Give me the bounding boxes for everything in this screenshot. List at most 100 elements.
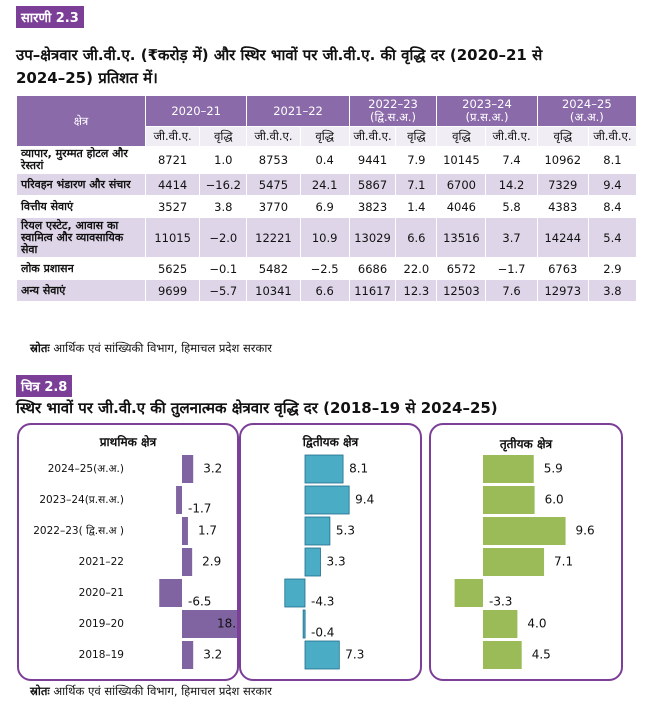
data-label: 1.7 bbox=[198, 524, 217, 538]
data-label: 8.1 bbox=[349, 462, 368, 476]
table-row: परिवहन भंडारण और संचार 4414 −16.2 5475 24.1 5… bbox=[16, 173, 638, 196]
value-cell: 7.4 bbox=[485, 146, 538, 174]
sub-header: वृद्धि bbox=[395, 126, 438, 147]
sub-header: जी.वी.ए. bbox=[587, 126, 638, 147]
sector-cell: लोक प्रशासन bbox=[16, 257, 146, 280]
table-row: व्यापार, मुरम्मत होटल और रेस्तरां 8721 1.0… bbox=[16, 146, 638, 174]
bar bbox=[304, 547, 321, 577]
bar bbox=[182, 548, 193, 576]
value-cell: 3.7 bbox=[485, 217, 538, 258]
table-source: स्रोतः आर्थिक एवं सांख्यिकी विभाग, हिमाच… bbox=[30, 341, 272, 356]
data-label: -4.3 bbox=[311, 595, 334, 609]
value-cell: 3527 bbox=[144, 195, 201, 218]
data-label: 3.3 bbox=[327, 555, 346, 569]
value-cell: 9699 bbox=[144, 279, 201, 302]
bar bbox=[304, 516, 331, 546]
data-label: -3.3 bbox=[489, 595, 512, 609]
sub-header: जी.वी.ए. bbox=[485, 126, 538, 147]
value-cell: 6763 bbox=[536, 257, 589, 280]
value-cell: 7.6 bbox=[485, 279, 538, 302]
bar bbox=[483, 455, 534, 483]
value-cell: 10.9 bbox=[299, 217, 350, 258]
sector-cell: परिवहन भंडारण और संचार bbox=[16, 173, 146, 196]
sector-header: क्षेत्र bbox=[16, 95, 146, 147]
value-cell: 7.9 bbox=[395, 146, 438, 174]
bar bbox=[483, 548, 545, 576]
value-cell: 3.8 bbox=[199, 195, 248, 218]
table-row: लोक प्रशासन 5625 −0.1 5482 −2.5 6686 22.0 6572−… bbox=[16, 257, 638, 280]
panel-title: द्वितीयक क्षेत्र bbox=[302, 435, 359, 449]
table-row: अन्य सेवाएं 9699 −5.7 10341 6.6 11617 12.3 1250… bbox=[16, 279, 638, 302]
data-label: 4.0 bbox=[527, 617, 546, 631]
value-cell: 6686 bbox=[348, 257, 397, 280]
value-cell: 5482 bbox=[246, 257, 301, 280]
value-cell: 9441 bbox=[348, 146, 397, 174]
value-cell: 24.1 bbox=[299, 173, 350, 196]
bar bbox=[483, 517, 566, 545]
value-cell: 12221 bbox=[246, 217, 301, 258]
source-text: आर्थिक एवं सांख्यिकी विभाग, हिमाचल प्रदे… bbox=[53, 684, 273, 698]
value-cell: 11015 bbox=[144, 217, 201, 258]
value-cell: 14244 bbox=[536, 217, 589, 258]
table-title-line1: उप–क्षेत्रवार जी.वी.ए. (₹करोड़ में) और स… bbox=[16, 46, 543, 64]
value-cell: 3770 bbox=[246, 195, 301, 218]
year-header: 2023–24 (प्र.स.अ.) bbox=[436, 95, 538, 127]
data-label: -6.5 bbox=[188, 595, 211, 609]
value-cell: 1.4 bbox=[395, 195, 438, 218]
value-cell: 6.6 bbox=[299, 279, 350, 302]
data-label: 5.9 bbox=[544, 462, 563, 476]
sector-cell: व्यापार, मुरम्मत होटल और रेस्तरां bbox=[16, 146, 146, 174]
data-label: 7.1 bbox=[554, 555, 573, 569]
figure-tag: चित्र 2.8 bbox=[16, 375, 73, 397]
primary-sector-panel: प्राथमिक क्षेत्र 3.2 2024–25(अ.अ.) -1.7 202… bbox=[17, 423, 246, 681]
tick-label: 2021–22 bbox=[79, 556, 124, 568]
value-cell: 6700 bbox=[436, 173, 487, 196]
gva-table: क्षेत्र 2020–21 2021–22 2022–23 (द्वि.स.… bbox=[16, 95, 638, 302]
data-label: 9.4 bbox=[355, 493, 374, 507]
value-cell: 10145 bbox=[436, 146, 487, 174]
value-cell: −0.1 bbox=[199, 257, 248, 280]
value-cell: −2.0 bbox=[199, 217, 248, 258]
bar bbox=[176, 486, 182, 514]
value-cell: 10341 bbox=[246, 279, 301, 302]
value-cell: 0.4 bbox=[299, 146, 350, 174]
table-row: रियल एस्टेट, आवास का स्वामित्व और व्यावस… bbox=[16, 217, 638, 258]
value-cell: 6.6 bbox=[395, 217, 438, 258]
sub-header: जी.वी.ए. bbox=[246, 126, 301, 147]
sub-header: जी.वी.ए. bbox=[348, 126, 397, 147]
data-label: 7.3 bbox=[345, 648, 364, 662]
value-cell: 12.3 bbox=[395, 279, 438, 302]
value-cell: 12503 bbox=[436, 279, 487, 302]
value-cell: 1.0 bbox=[199, 146, 248, 174]
bar bbox=[483, 641, 522, 669]
bar bbox=[182, 517, 188, 545]
tick-label: 2024–25(अ.अ.) bbox=[48, 463, 124, 475]
value-cell: 11617 bbox=[348, 279, 397, 302]
panel-title: प्राथमिक क्षेत्र bbox=[99, 435, 157, 449]
bar bbox=[483, 610, 518, 638]
value-cell: 8753 bbox=[246, 146, 301, 174]
table-title-line2: 2024–25) प्रतिशत में। bbox=[16, 69, 158, 87]
value-cell: 3.8 bbox=[587, 279, 638, 302]
tertiary-sector-panel: तृतीयक क्षेत्र 5.9 6.0 9.6 7.1 -3.3 4.0 4.5 bbox=[429, 423, 623, 681]
data-label: 4.5 bbox=[532, 648, 551, 662]
tick-label: 2020–21 bbox=[79, 587, 124, 599]
sub-header: वृद्धि bbox=[536, 126, 589, 147]
value-cell: 7329 bbox=[536, 173, 589, 196]
value-cell: −2.5 bbox=[299, 257, 350, 280]
source-label: स्रोतः bbox=[30, 684, 50, 698]
bar bbox=[182, 641, 194, 669]
bar bbox=[483, 486, 535, 514]
year-header: 2021–22 bbox=[246, 95, 350, 127]
value-cell: −5.7 bbox=[199, 279, 248, 302]
source-label: स्रोतः bbox=[30, 341, 50, 355]
bar bbox=[159, 579, 182, 607]
value-cell: 8.4 bbox=[587, 195, 638, 218]
bar bbox=[284, 578, 306, 608]
sector-cell: अन्य सेवाएं bbox=[16, 279, 146, 302]
value-cell: 10962 bbox=[536, 146, 589, 174]
tick-label: 2018–19 bbox=[79, 649, 124, 661]
data-label: 18.2 bbox=[217, 617, 237, 631]
data-label: 9.6 bbox=[576, 524, 595, 538]
figure-title: स्थिर भावों पर जी.वी.ए की तुलनात्मक क्षे… bbox=[16, 399, 498, 417]
